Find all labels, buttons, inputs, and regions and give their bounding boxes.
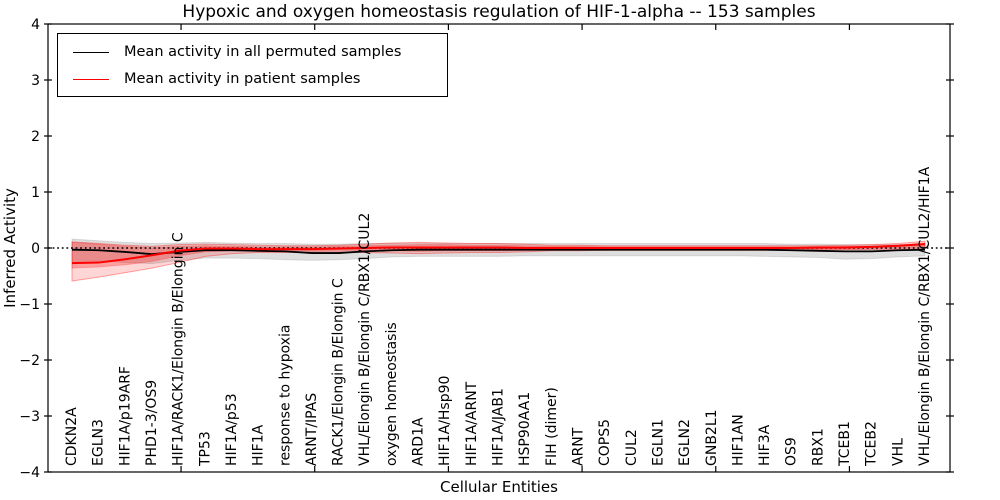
y-tick-label: 4 bbox=[31, 17, 40, 33]
legend: Mean activity in all permuted samples Me… bbox=[57, 33, 448, 97]
entity-label: OS9 bbox=[784, 437, 800, 466]
entity-label: HIF1A/Hsp90 bbox=[437, 376, 453, 466]
entity-label: FIH (dimer) bbox=[544, 387, 560, 466]
entity-label: VHL bbox=[890, 438, 906, 466]
entity-label: GNB2L1 bbox=[704, 409, 720, 466]
entity-label: HIF1AN bbox=[730, 414, 746, 466]
entity-label: HIF1A/p53 bbox=[224, 393, 240, 466]
entity-label: HIF1A/RACK1/Elongin B/Elongin C bbox=[171, 232, 187, 466]
entity-label: VHL/Elongin B/Elongin C/RBX1/CUL2 bbox=[357, 213, 373, 466]
entity-label: EGLN3 bbox=[91, 419, 107, 466]
y-tick-label: 3 bbox=[31, 73, 40, 89]
y-tick-label: 2 bbox=[31, 129, 40, 145]
legend-label-permuted: Mean activity in all permuted samples bbox=[124, 44, 402, 60]
entity-label: ARNT bbox=[570, 427, 586, 466]
series-line-permuted bbox=[71, 248, 926, 256]
entity-label: HIF1A/ARNT bbox=[464, 381, 480, 466]
entity-label: HSP90AA1 bbox=[517, 392, 533, 466]
entity-label: HIF3A bbox=[757, 424, 773, 466]
y-tick-label: −1 bbox=[19, 297, 40, 313]
entity-label: VHL/Elongin B/Elongin C/RBX1/CUL2/HIF1A bbox=[917, 166, 933, 466]
legend-entry-patient: Mean activity in patient samples bbox=[73, 66, 447, 93]
y-tick-label: 1 bbox=[31, 185, 40, 201]
entity-label: CUL2 bbox=[624, 429, 640, 466]
y-axis-label: Inferred Activity bbox=[1, 188, 19, 308]
entity-label: PHD1-3/OS9 bbox=[144, 380, 160, 466]
series-line-patient bbox=[71, 243, 926, 265]
y-tick-label: 0 bbox=[31, 241, 40, 257]
plot-area: −4 −3 −2 −1 0 1 2 3 4 CDKN2A EGLN3 HIF1A/p19ARF PHD1… bbox=[19, 17, 954, 481]
chart-title: Hypoxic and oxygen homeostasis regulatio… bbox=[182, 2, 815, 22]
band-permuted-samples-range bbox=[71, 238, 926, 265]
entity-label: RACK1/Elongin B/Elongin C bbox=[331, 278, 347, 466]
entity-label: TCEB2 bbox=[864, 421, 880, 467]
legend-line-sample-black bbox=[73, 52, 109, 53]
y-tick-label: −2 bbox=[19, 353, 40, 369]
y-tick-label: −3 bbox=[19, 409, 40, 425]
entity-label: ARNT/IPAS bbox=[304, 393, 320, 466]
legend-label-patient: Mean activity in patient samples bbox=[124, 71, 361, 87]
entity-label: TP53 bbox=[197, 431, 213, 467]
legend-line-sample-red bbox=[73, 79, 109, 80]
legend-entry-permuted: Mean activity in all permuted samples bbox=[73, 39, 447, 66]
entity-label: HIF1A/JAB1 bbox=[491, 388, 507, 466]
entity-label: TCEB1 bbox=[837, 421, 853, 467]
entity-label: response to hypoxia bbox=[277, 325, 293, 466]
entity-label: COPS5 bbox=[597, 419, 613, 466]
entity-label: ARD1A bbox=[411, 417, 427, 466]
entity-label: RBX1 bbox=[810, 428, 826, 466]
entity-label: CDKN2A bbox=[64, 407, 80, 466]
entity-label: HIF1A/p19ARF bbox=[117, 366, 133, 466]
entity-label: oxygen homeostasis bbox=[384, 322, 400, 466]
x-axis-label: Cellular Entities bbox=[440, 478, 558, 496]
entity-label: EGLN1 bbox=[650, 419, 666, 466]
entity-label: HIF1A bbox=[251, 424, 267, 466]
y-tick-label: −4 bbox=[19, 465, 40, 481]
entity-label: EGLN2 bbox=[677, 419, 693, 466]
